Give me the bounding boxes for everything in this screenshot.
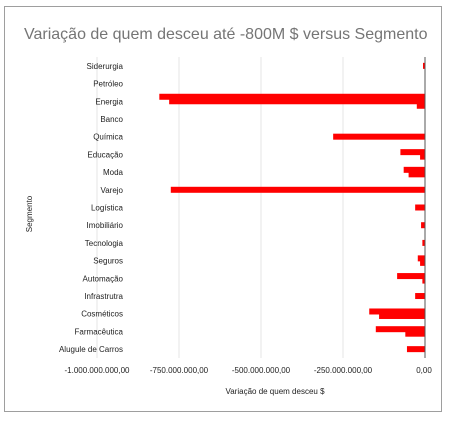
bar — [415, 205, 425, 211]
y-tick-label: Alugule de Carros — [59, 345, 123, 354]
y-tick-label: Seguros — [93, 257, 123, 266]
y-tick-label: Química — [93, 133, 123, 142]
y-tick-label: Petróleo — [93, 80, 123, 89]
x-tick-label: 0,00 — [416, 366, 432, 375]
bar — [415, 293, 425, 299]
x-tick-label: -1.000.000.000,00 — [65, 366, 130, 375]
y-tick-label: Moda — [103, 168, 124, 177]
bar — [421, 222, 425, 228]
bar — [333, 134, 425, 140]
y-tick-label: Imobiliário — [87, 221, 124, 230]
y-tick-label: Cosméticos — [81, 310, 123, 319]
y-tick-label: Infrastrutra — [84, 292, 123, 301]
y-tick-label: Tecnologia — [85, 239, 124, 248]
y-tick-label: Banco — [100, 115, 123, 124]
bar — [409, 171, 425, 177]
x-tick-label: -750.000.000,00 — [150, 366, 209, 375]
bar — [420, 154, 425, 160]
bars — [159, 63, 425, 352]
x-axis-label: Variação de quem desceu $ — [225, 387, 325, 396]
bar — [379, 313, 425, 319]
bar — [405, 331, 425, 337]
y-tick-label: Educação — [87, 150, 123, 159]
y-tick-label: Varejo — [100, 186, 123, 195]
bar — [397, 273, 425, 279]
x-tick-labels: -1.000.000.000,00 -750.000.000,00 -500.000… — [65, 366, 433, 375]
y-axis-label: Segmento — [25, 195, 34, 232]
y-tick-labels: Siderurgia Petróleo Energia Banco Química Edu… — [59, 62, 124, 354]
bar — [171, 187, 425, 193]
y-tick-label: Automação — [83, 274, 124, 283]
bar — [417, 103, 425, 109]
y-tick-label: Farmacêutica — [75, 327, 124, 336]
bar — [420, 260, 425, 266]
y-tick-label: Siderurgia — [87, 62, 124, 71]
x-tick-label: -250.000.000,00 — [314, 366, 373, 375]
y-tick-label: Logística — [91, 204, 124, 213]
y-tick-label: Energia — [95, 97, 123, 106]
bar — [407, 346, 425, 352]
x-tick-label: -500.000.000,00 — [232, 366, 291, 375]
bar — [169, 98, 425, 104]
